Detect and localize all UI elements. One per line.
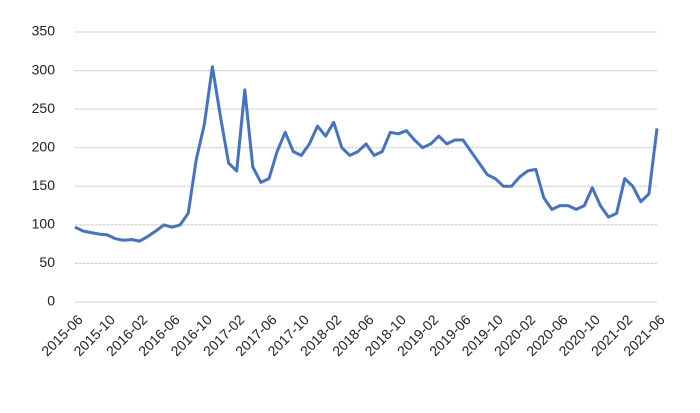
y-tick-label: 250: [32, 100, 56, 116]
y-tick-label: 300: [32, 61, 56, 77]
y-tick-label: 100: [32, 216, 56, 232]
y-tick-label: 350: [32, 23, 56, 39]
line: [74, 65, 659, 243]
y-tick-label: 0: [47, 293, 55, 309]
y-tick-label: 50: [39, 254, 55, 270]
y-tick-label: 200: [32, 138, 56, 154]
y-tick-label: 150: [32, 177, 56, 193]
